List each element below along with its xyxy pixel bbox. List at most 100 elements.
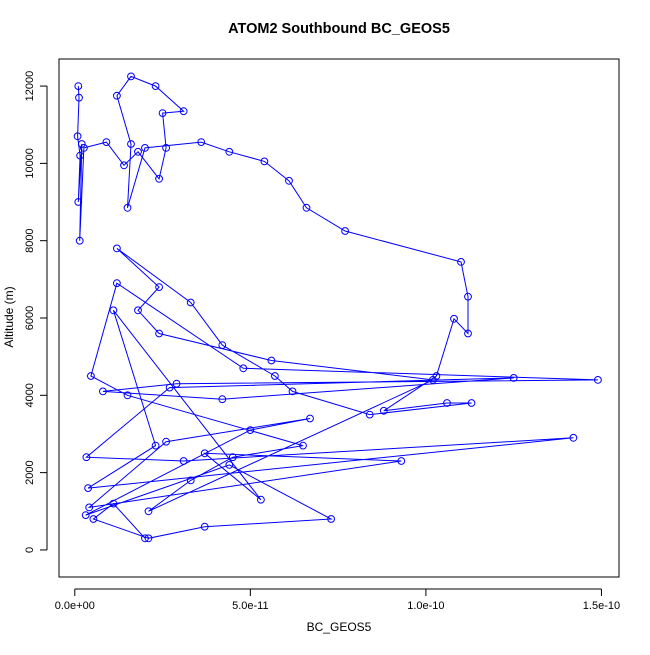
data-point xyxy=(225,461,234,469)
data-point xyxy=(75,236,84,245)
data-point xyxy=(200,449,209,458)
data-point xyxy=(123,203,132,212)
data-point xyxy=(464,292,472,301)
y-tick-label: 10000 xyxy=(24,148,36,179)
data-point xyxy=(144,534,153,543)
plot-frame xyxy=(58,58,620,578)
data-point xyxy=(450,314,458,323)
data-point xyxy=(141,144,149,152)
data-point xyxy=(99,387,107,396)
data-point xyxy=(379,406,388,415)
data-point xyxy=(429,376,437,384)
data-point xyxy=(155,283,164,292)
series-line xyxy=(77,75,598,539)
data-point xyxy=(172,379,181,388)
chart-title: ATOM2 Southbound BC_GEOS5 xyxy=(228,21,450,37)
y-tick-label: 6000 xyxy=(24,306,36,330)
data-point xyxy=(134,147,142,156)
data-point xyxy=(89,515,98,523)
data-point xyxy=(155,174,164,183)
data-point xyxy=(82,453,91,462)
data-point xyxy=(257,495,265,504)
data-point xyxy=(85,503,94,512)
data-point xyxy=(134,306,142,315)
data-point xyxy=(144,507,153,516)
data-point xyxy=(74,198,83,206)
data-point xyxy=(260,157,269,166)
data-point xyxy=(228,453,237,462)
data-point xyxy=(113,91,121,100)
data-point xyxy=(197,138,206,147)
data-point xyxy=(84,484,92,493)
data-point xyxy=(179,107,188,116)
data-point xyxy=(443,399,451,407)
x-tick-label: 5.0e-11 xyxy=(232,600,269,612)
data-point xyxy=(127,140,135,148)
data-point xyxy=(151,82,160,90)
data-point xyxy=(74,82,83,90)
data-point xyxy=(397,457,406,465)
data-point xyxy=(218,395,227,404)
data-point xyxy=(162,144,171,152)
data-point xyxy=(109,499,118,508)
x-tick-label: 1.0e-10 xyxy=(407,600,444,612)
data-point xyxy=(123,391,132,400)
data-point xyxy=(457,258,465,266)
x-axis-label: BC_GEOS5 xyxy=(307,620,372,634)
data-point xyxy=(81,511,90,519)
data-point xyxy=(509,374,518,382)
data-point xyxy=(225,147,234,156)
data-point xyxy=(165,383,174,392)
data-point xyxy=(113,244,121,253)
data-point xyxy=(75,93,83,102)
y-axis: 0 2000 4000 6000 8000 10000 12000 xyxy=(24,71,48,553)
data-point xyxy=(141,534,149,543)
data-point xyxy=(155,329,164,338)
data-point xyxy=(299,441,307,450)
data-point xyxy=(186,476,195,485)
data-point xyxy=(77,140,86,148)
y-tick-label: 0 xyxy=(24,547,36,553)
y-tick-label: 2000 xyxy=(24,460,36,484)
y-axis-label: Altitude (m) xyxy=(2,286,16,347)
data-point xyxy=(162,437,171,446)
data-point xyxy=(464,329,472,338)
data-point xyxy=(267,356,276,365)
data-point xyxy=(200,522,209,531)
data-point xyxy=(467,399,476,407)
data-point xyxy=(158,109,167,117)
data-point xyxy=(113,279,121,288)
data-point xyxy=(120,161,128,170)
data-point xyxy=(288,387,297,396)
x-tick-label: 1.5e-10 xyxy=(583,600,620,612)
data-point xyxy=(87,372,95,380)
data-point xyxy=(365,410,374,419)
data-point xyxy=(239,364,248,373)
data-point xyxy=(186,298,195,307)
y-tick-label: 8000 xyxy=(24,228,36,252)
data-point xyxy=(285,176,293,185)
series-layer xyxy=(73,72,602,543)
data-point xyxy=(179,457,188,465)
data-point xyxy=(341,227,350,235)
data-point xyxy=(302,203,311,212)
data-point xyxy=(594,376,602,384)
data-point xyxy=(109,306,118,315)
data-point xyxy=(102,138,111,147)
data-point xyxy=(246,426,255,435)
data-point xyxy=(327,515,336,523)
data-point xyxy=(306,414,314,423)
data-point xyxy=(218,341,227,350)
y-tick-label: 12000 xyxy=(24,71,36,102)
data-point xyxy=(271,372,279,380)
data-point xyxy=(73,132,82,141)
data-point xyxy=(127,72,135,81)
data-point xyxy=(80,144,88,152)
x-tick-label: 0.0e+00 xyxy=(55,600,95,612)
data-point xyxy=(569,433,578,442)
x-axis: 0.0e+00 5.0e-11 1.0e-10 1.5e-10 xyxy=(55,588,620,612)
data-point xyxy=(151,441,160,450)
data-point xyxy=(76,151,84,160)
